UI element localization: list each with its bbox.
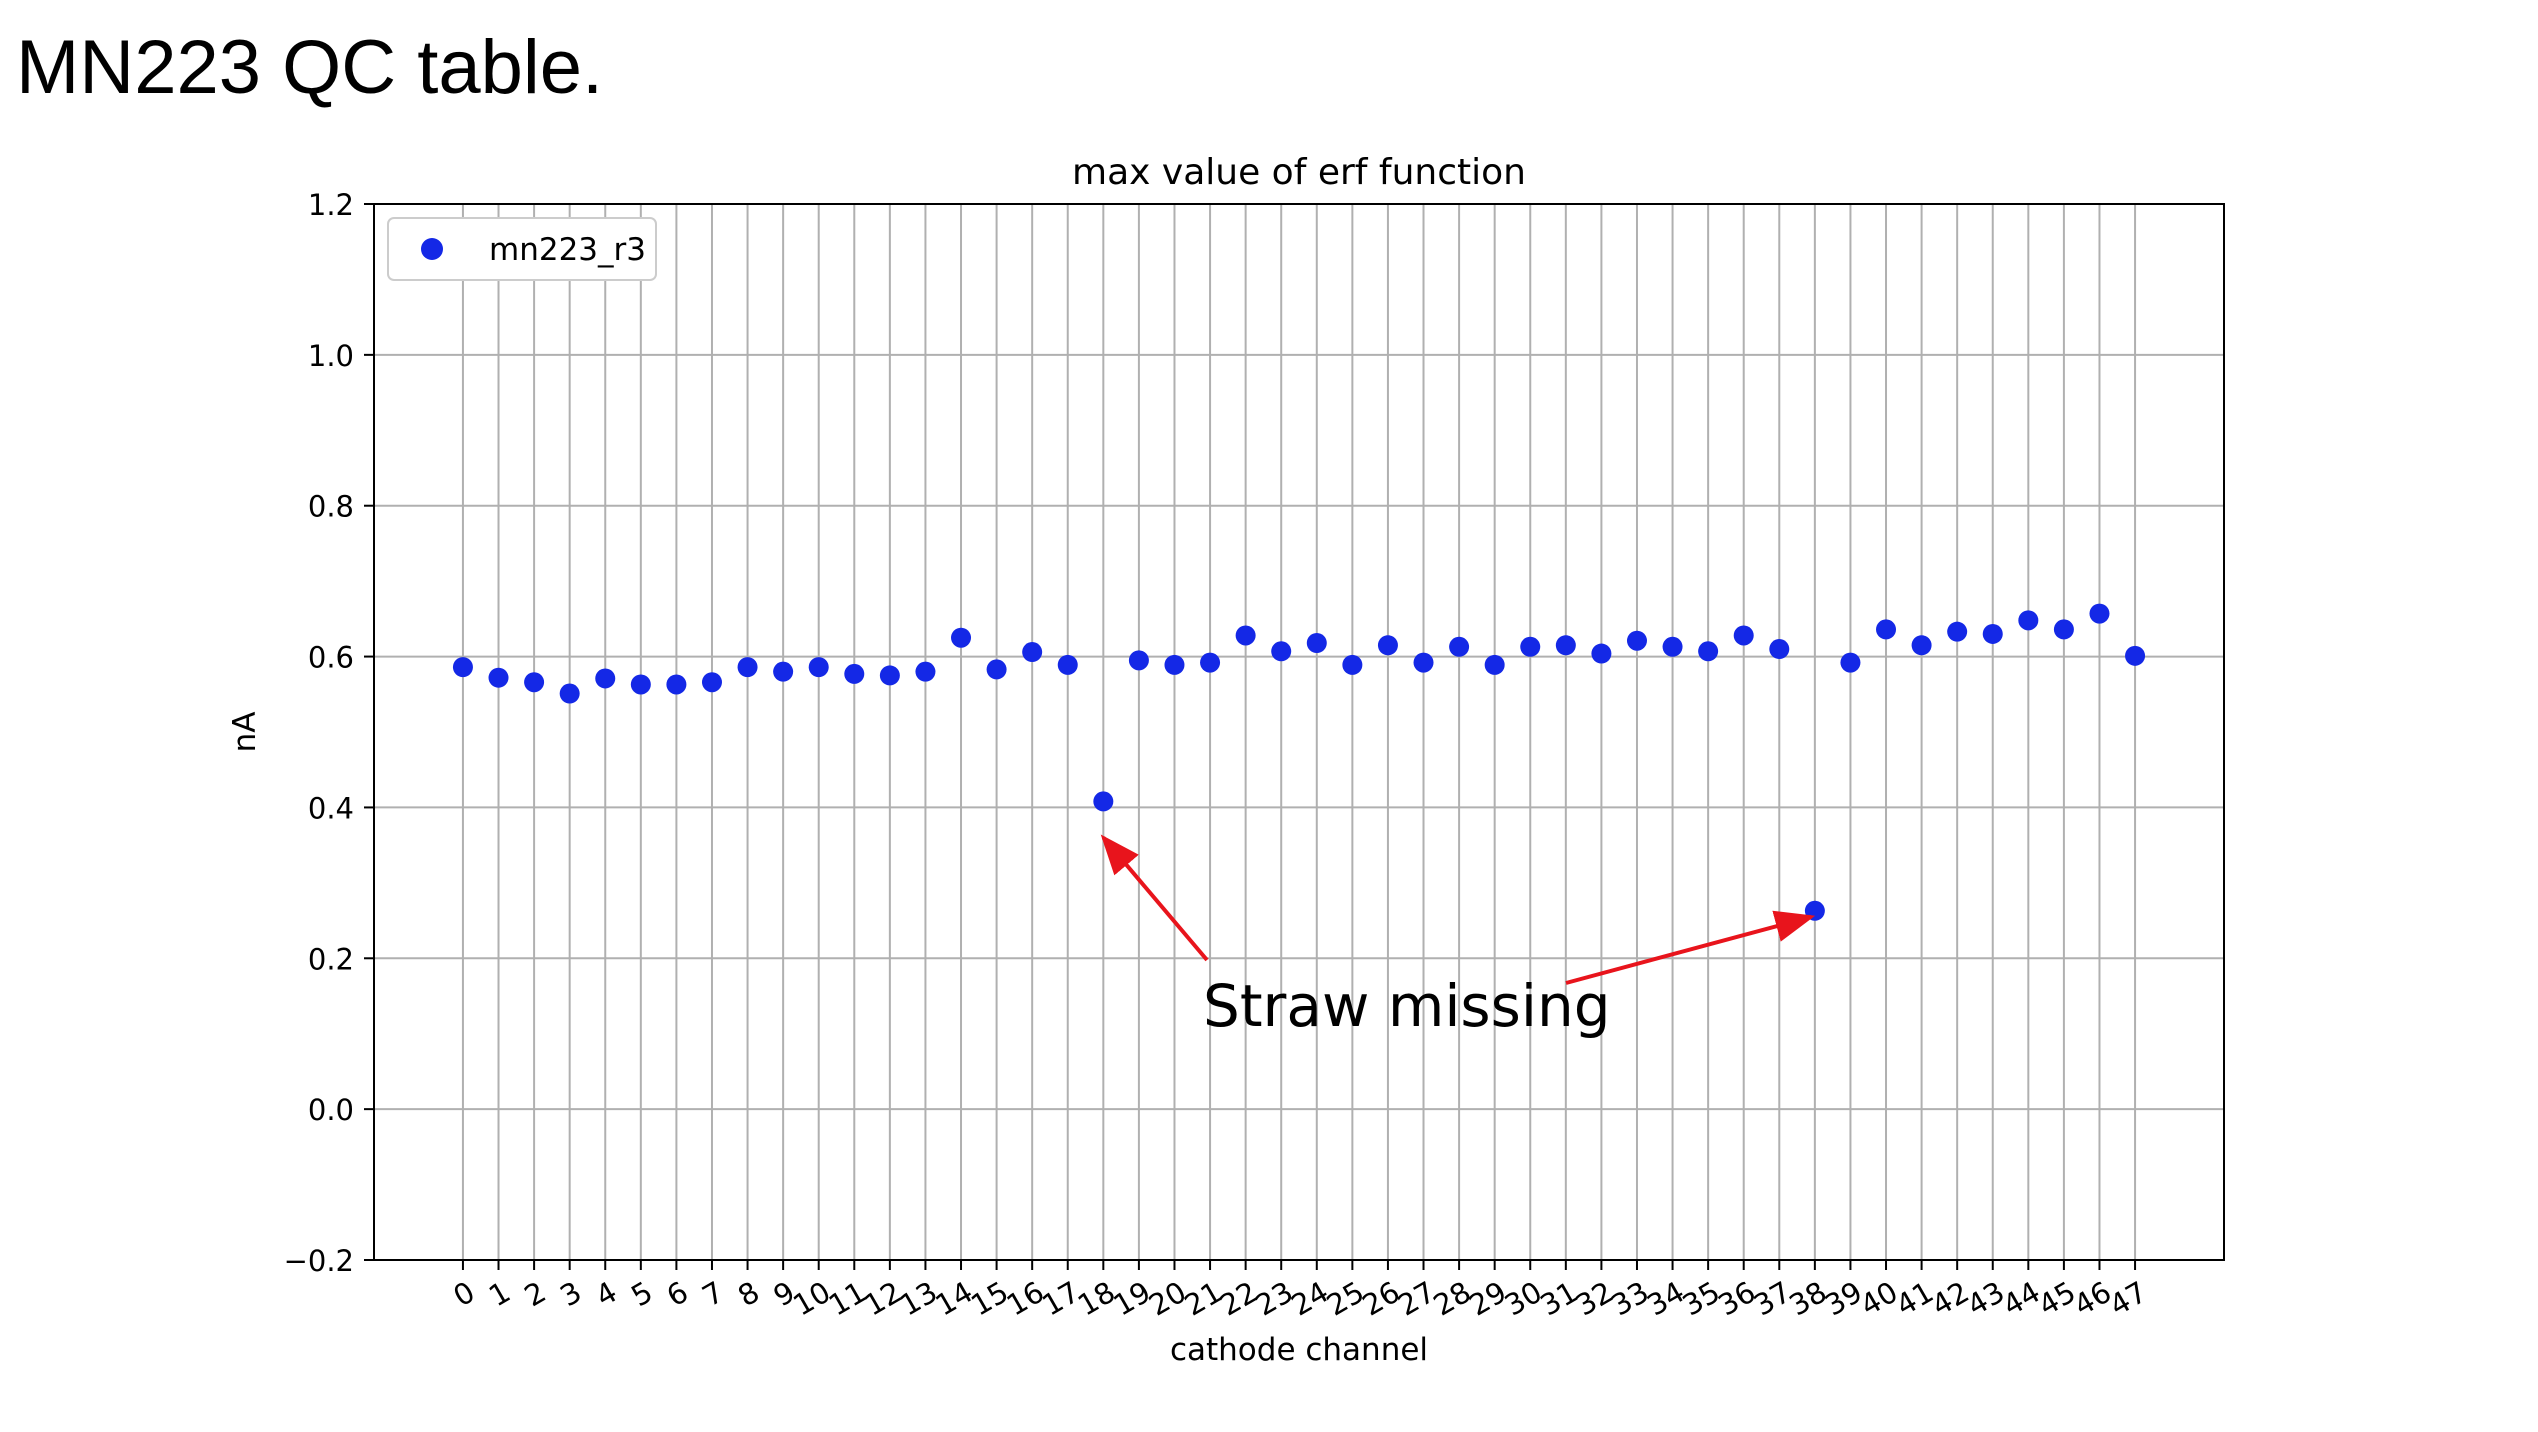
- x-tick-label: 0: [447, 1275, 480, 1314]
- data-point: [1555, 635, 1576, 656]
- data-point: [1413, 652, 1434, 673]
- y-tick-label: 0.0: [308, 1093, 354, 1127]
- data-point: [1982, 623, 2003, 644]
- y-axis-label: nA: [227, 712, 263, 753]
- data-points: [452, 603, 2146, 921]
- x-tick-label: 3: [554, 1275, 587, 1314]
- data-point: [737, 657, 758, 678]
- data-point: [524, 672, 545, 693]
- annotation-arrow: [1565, 910, 1816, 985]
- data-point: [1769, 639, 1790, 660]
- data-point: [1022, 642, 1043, 663]
- data-point: [630, 674, 651, 695]
- data-point: [1200, 652, 1221, 673]
- data-point: [1662, 636, 1683, 657]
- legend-marker: [421, 238, 443, 260]
- annotation-text: Straw missing: [1203, 972, 1611, 1040]
- slide-title: MN223 QC table.: [16, 25, 604, 110]
- data-point: [1271, 641, 1292, 662]
- data-point: [1484, 654, 1505, 675]
- data-point: [2125, 645, 2146, 666]
- data-point: [1520, 636, 1541, 657]
- data-point: [1591, 643, 1612, 664]
- plot-frame: [373, 203, 2225, 1261]
- data-point: [488, 667, 509, 688]
- data-point: [1235, 625, 1256, 646]
- y-axis-ticks: −0.2 0.0 0.2 0.4 0.6 0.8 1.0 1.2: [284, 188, 374, 1278]
- y-tick-label: 0.2: [308, 942, 354, 976]
- y-tick-label: 1.0: [308, 339, 354, 373]
- data-point: [1733, 625, 1754, 646]
- data-point: [559, 683, 580, 704]
- annotation-arrow: [1100, 834, 1209, 962]
- x-tick-label: 2: [519, 1275, 552, 1314]
- data-point: [2053, 619, 2074, 640]
- data-point: [915, 661, 936, 682]
- data-point: [595, 668, 616, 689]
- data-point: [2089, 603, 2110, 624]
- x-tick-label: 4: [590, 1275, 623, 1314]
- data-point: [773, 661, 794, 682]
- x-tick-label: 1: [483, 1275, 516, 1314]
- data-point: [1698, 641, 1719, 662]
- data-point: [1876, 619, 1897, 640]
- legend-box: [387, 217, 657, 281]
- data-point: [808, 657, 829, 678]
- x-tick-label: 47: [2104, 1275, 2153, 1323]
- data-point: [452, 657, 473, 678]
- x-tick-label: 6: [661, 1275, 694, 1314]
- data-point: [1093, 791, 1114, 812]
- data-point: [701, 672, 722, 693]
- x-tick-label: 5: [625, 1275, 658, 1314]
- x-axis-ticks: 0 1 2 3 4 5 6 7 8 9101112131415161718192021222324…: [447, 1260, 2153, 1323]
- x-axis-label: cathode channel: [1170, 1332, 1428, 1368]
- grid: [374, 203, 2224, 1261]
- annotation-arrows: [1100, 834, 1816, 985]
- data-point: [1626, 630, 1647, 651]
- chart-title: max value of erf function: [1072, 152, 1526, 193]
- data-point: [1057, 654, 1078, 675]
- data-point: [1128, 650, 1149, 671]
- data-point: [951, 627, 972, 648]
- y-tick-label: 0.4: [308, 791, 354, 825]
- data-point: [1377, 635, 1398, 656]
- data-point: [986, 659, 1007, 680]
- data-point: [1342, 654, 1363, 675]
- data-point: [1449, 636, 1470, 657]
- y-tick-label: −0.2: [284, 1244, 354, 1278]
- x-tick-label: 7: [696, 1275, 729, 1314]
- data-point: [1911, 635, 1932, 656]
- data-point: [879, 665, 900, 686]
- x-tick-label: 8: [732, 1275, 765, 1314]
- data-point: [1947, 621, 1968, 642]
- data-point: [1840, 652, 1861, 673]
- legend-label: mn223_r3: [489, 232, 646, 268]
- y-tick-label: 1.2: [308, 188, 354, 222]
- y-tick-label: 0.6: [308, 641, 354, 675]
- legend: mn223_r3: [387, 217, 657, 281]
- y-tick-label: 0.8: [308, 490, 354, 524]
- data-point: [2018, 610, 2039, 631]
- data-point: [1306, 632, 1327, 653]
- data-point: [1164, 654, 1185, 675]
- data-point: [666, 674, 687, 695]
- data-point: [844, 663, 865, 684]
